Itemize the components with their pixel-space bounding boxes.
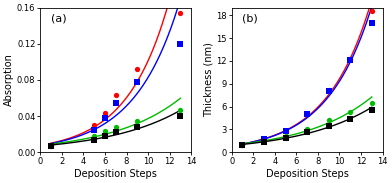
X-axis label: Deposition Steps: Deposition Steps <box>266 169 348 179</box>
Text: (a): (a) <box>51 13 67 23</box>
Y-axis label: Absorption: Absorption <box>4 53 14 106</box>
Text: (b): (b) <box>242 13 258 23</box>
Y-axis label: Thickness (nm): Thickness (nm) <box>203 42 213 117</box>
X-axis label: Deposition Steps: Deposition Steps <box>74 169 157 179</box>
